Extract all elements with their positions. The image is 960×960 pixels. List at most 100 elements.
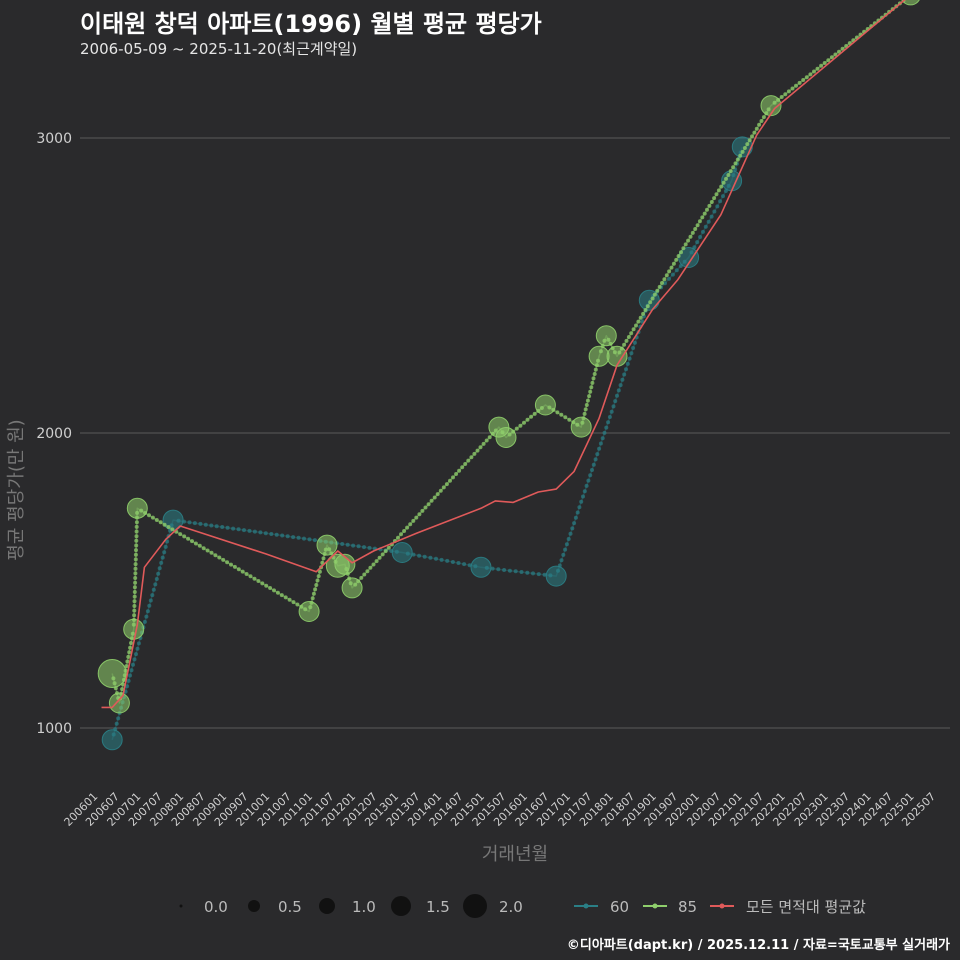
series-85-point-16	[760, 95, 782, 117]
series-60-trail-dot	[131, 662, 135, 667]
series-85-trail-dot	[761, 115, 766, 120]
series-60-trail-dot	[148, 598, 153, 603]
series-85-trail-dot	[728, 169, 733, 174]
series-60-trail-dot	[128, 673, 132, 678]
series-60-trail-dot	[151, 587, 156, 592]
series-85-trail-dot	[311, 591, 316, 596]
series-85-trail-dot	[221, 557, 226, 562]
series-60-trail-dot	[220, 525, 225, 529]
series-85-trail-dot	[797, 80, 802, 85]
series-85-point-4	[298, 601, 320, 622]
series-85-trail-dot	[662, 277, 667, 282]
series-85-trail-dot	[683, 242, 688, 247]
series-60-trail-dot	[627, 356, 632, 361]
series-85-trail-dot	[833, 52, 838, 57]
series-85-trail-dot	[213, 553, 218, 558]
series-85-point-11	[534, 394, 556, 416]
series-60-trail-dot	[563, 547, 568, 552]
series-60-line	[111, 146, 744, 741]
series-85-trail-dot	[735, 157, 740, 162]
series-85-trail-dot	[371, 562, 376, 567]
series-85-trail-dot	[664, 273, 669, 278]
series-60-trail-dot	[513, 569, 518, 574]
series-60-trail-dot	[356, 544, 361, 549]
series-85-trail-dot	[688, 234, 693, 239]
series-60-trail-dot	[525, 570, 530, 575]
series-60-trail-dot	[624, 367, 628, 372]
source-credit: ©디아파트(dapt.kr) / 2025.12.11 / 자료=국토교통부 실…	[566, 938, 950, 953]
series-85-trail-dot	[487, 435, 492, 440]
series-60-trail-dot	[214, 524, 219, 529]
series-85-trail-dot	[260, 581, 265, 586]
series-85-trail-dot	[426, 502, 431, 507]
series-60-trail-dot	[698, 235, 703, 239]
series-60-trail-dot	[531, 571, 535, 576]
y-axis-ticks: 1000 2000 3000	[36, 131, 72, 737]
series-85-trail-dot	[582, 411, 587, 416]
series-85-trail-dot	[624, 338, 629, 343]
series-85-trail-dot	[469, 455, 474, 460]
series-85-trail-dot	[232, 564, 237, 569]
series-85-trail-dot	[679, 250, 683, 255]
series-60-trail-dot	[502, 568, 507, 572]
series-85-trail-dot	[590, 380, 595, 385]
series-85-trail-dot	[757, 122, 762, 127]
series-60-trail-dot	[428, 555, 433, 560]
series-85-trail-dot	[380, 552, 385, 557]
series-60-trail-dot	[604, 425, 609, 430]
series-85-trail-dot	[197, 543, 202, 548]
series-85-trail-dot	[201, 546, 206, 551]
series-85-trail-dot	[256, 579, 261, 583]
series-85-trail-dot	[134, 548, 138, 553]
series-60-trail-dot	[575, 510, 580, 515]
series-85-trail-dot	[158, 520, 163, 525]
series-85-trail-dot	[518, 423, 523, 428]
series-60-trail-dot	[160, 555, 165, 560]
series-60-trail-dot	[231, 526, 236, 531]
series-85-trail-dot	[812, 69, 816, 74]
series-85-trail-dot	[368, 565, 373, 570]
series-60-trail-dot	[721, 194, 725, 199]
series-85-trail-dot	[804, 75, 809, 80]
size-legend-dot-3	[391, 896, 411, 916]
series-85-trail-dot	[133, 580, 138, 585]
series-85-trail-dot	[132, 599, 137, 604]
series-60-trail-dot	[157, 566, 162, 571]
series-60-trail-dot	[620, 377, 625, 382]
series-85-trail-dot	[750, 134, 754, 139]
series-85-trail-dot	[622, 342, 627, 347]
series-85-trail-dot	[414, 515, 419, 520]
series-average-line	[101, 0, 906, 709]
series-85-trail-dot	[154, 518, 159, 522]
series-60-trail-dot	[581, 494, 585, 499]
series-60-trail-dot	[606, 420, 611, 425]
series-60-point-3	[470, 556, 492, 578]
series-60-trail-dot	[631, 346, 636, 350]
series-85-trail-dot	[645, 304, 650, 309]
series-85-trail-dot	[133, 562, 138, 567]
series-85-trail-dot	[726, 173, 731, 177]
series-60-trail-dot	[572, 521, 577, 526]
series-85-trail-dot	[626, 335, 631, 339]
series-85-trail-dot	[124, 664, 129, 669]
legend-label-60: 60	[610, 898, 629, 916]
series-60-trail-dot	[718, 199, 723, 204]
legend-swatch-85-dot	[652, 903, 658, 909]
series-60-trail-dot	[615, 393, 619, 398]
series-60-trail-dot	[144, 614, 149, 619]
series-85-trail-dot	[321, 556, 326, 561]
series-85-trail-dot	[365, 569, 370, 574]
series-85-trail-dot	[815, 66, 820, 71]
series-60-trail-dot	[147, 603, 152, 608]
series-85-trail-dot	[583, 407, 588, 412]
series-85-trail-dot	[441, 485, 446, 490]
chart-subtitle: 2006-05-09 ~ 2025-11-20(최근계약일)	[80, 40, 358, 58]
series-60-trail-dot	[490, 566, 495, 571]
series-85-trail-dot	[631, 327, 636, 332]
series-60-trail-dot	[703, 224, 708, 229]
series-85-trail-dot	[591, 376, 596, 381]
series-85-trail-dot	[671, 261, 676, 266]
series-60-trail-dot	[625, 361, 630, 366]
